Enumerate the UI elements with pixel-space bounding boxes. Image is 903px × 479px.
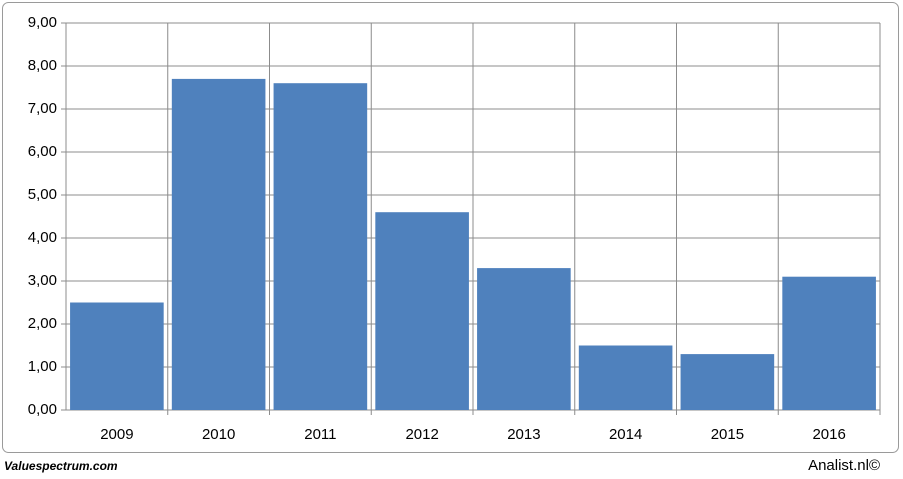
bar xyxy=(782,276,876,410)
y-tick-label: 3,00 xyxy=(28,272,57,289)
bar xyxy=(375,212,469,410)
y-tick-label: 4,00 xyxy=(28,229,57,246)
footer-left: Valuespectrum.com xyxy=(4,459,118,473)
x-tick-label: 2012 xyxy=(405,426,438,443)
bar xyxy=(171,78,266,411)
x-tick-label: 2013 xyxy=(507,426,540,443)
y-tick-label: 1,00 xyxy=(28,358,57,375)
y-tick-label: 8,00 xyxy=(28,57,57,74)
x-tick-label: 2011 xyxy=(304,426,336,443)
y-tick-label: 2,00 xyxy=(28,315,57,332)
x-tick-label: 2009 xyxy=(100,426,133,443)
y-tick-label: 0,00 xyxy=(28,401,57,418)
y-tick-label: 5,00 xyxy=(28,186,57,203)
y-tick-label: 6,00 xyxy=(28,143,57,160)
bar xyxy=(70,302,164,410)
x-tick-label: 2010 xyxy=(202,426,235,443)
bar xyxy=(680,354,775,410)
y-tick-label: 7,00 xyxy=(28,100,57,117)
x-tick-label: 2014 xyxy=(609,426,642,443)
bar xyxy=(273,83,368,410)
footer-right: Analist.nl© xyxy=(808,457,880,474)
x-tick-label: 2015 xyxy=(711,426,744,443)
x-tick-label: 2016 xyxy=(812,426,845,443)
y-tick-label: 9,00 xyxy=(28,14,57,31)
bar xyxy=(477,268,571,410)
bar xyxy=(578,345,673,410)
